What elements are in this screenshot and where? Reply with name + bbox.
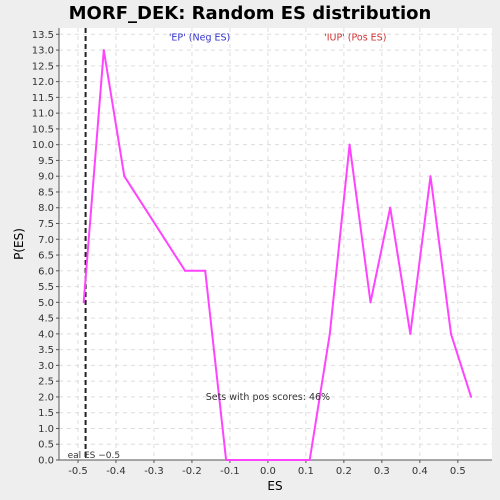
- y-tick-label: 3.5: [38, 345, 54, 356]
- y-tick-label: 10.0: [32, 140, 54, 151]
- chart-annotation: Sets with pos scores: 46%: [206, 392, 330, 403]
- grid: [59, 28, 492, 461]
- y-tick-label: 0.0: [38, 456, 54, 467]
- x-axis-label: ES: [267, 479, 282, 493]
- real-es-label: eal ES −0.5: [68, 451, 121, 461]
- data-point: [204, 269, 207, 272]
- data-point: [82, 301, 85, 304]
- y-tick-label: 11.5: [32, 93, 54, 104]
- x-tick-label: 0.5: [450, 466, 466, 477]
- data-point: [184, 269, 187, 272]
- y-tick-label: 7.0: [38, 235, 54, 246]
- y-tick-label: 5.5: [38, 282, 54, 293]
- x-tick-label: 0.1: [298, 466, 314, 477]
- y-tick-label: 5.0: [38, 298, 54, 309]
- data-point: [328, 332, 331, 335]
- y-tick-label: 9.5: [38, 156, 54, 167]
- data-point: [225, 459, 228, 461]
- x-tick-label: -0.4: [106, 466, 126, 477]
- y-tick-label: 12.0: [32, 77, 54, 88]
- data-point: [429, 175, 432, 178]
- y-axis-label: P(ES): [12, 228, 26, 260]
- y-tick-label: 13.5: [32, 30, 54, 41]
- y-tick-label: 8.0: [38, 203, 54, 214]
- data-point: [369, 301, 372, 304]
- data-point: [348, 143, 351, 146]
- x-tick-label: 0.4: [412, 466, 428, 477]
- data-point: [470, 395, 473, 398]
- y-tick-label: 6.5: [38, 251, 54, 262]
- x-tick-label: -0.2: [182, 466, 202, 477]
- x-tick-label: 0.2: [336, 466, 352, 477]
- y-tick-label: 10.5: [32, 124, 54, 135]
- y-tick-label: 0.5: [38, 440, 54, 451]
- y-tick-label: 9.0: [38, 172, 54, 183]
- data-point: [123, 175, 126, 178]
- y-tick-label: 4.0: [38, 329, 54, 340]
- y-axis: 0.0 0.5 1.0 1.5 2.0 2.5 3.0 3.5 4.0 4.5 5.0 5.5 6.0 6…: [32, 28, 60, 467]
- y-tick-label: 7.5: [38, 219, 54, 230]
- x-tick-label: -0.3: [144, 466, 164, 477]
- x-tick-label: 0.3: [374, 466, 390, 477]
- y-tick-label: 3.0: [38, 361, 54, 372]
- y-tick-label: 11.0: [32, 109, 54, 120]
- annotations: 'EP' (Neg ES) 'IUP' (Pos ES) Sets with pos…: [169, 33, 387, 403]
- y-tick-label: 4.5: [38, 314, 54, 325]
- y-tick-label: 13.0: [32, 46, 54, 57]
- chart-marks: eal ES −0.5: [68, 28, 473, 461]
- data-point: [389, 206, 392, 209]
- y-tick-label: 1.5: [38, 408, 54, 419]
- chart-annotation: 'EP' (Neg ES): [169, 33, 230, 44]
- data-point: [409, 332, 412, 335]
- data-point: [449, 332, 452, 335]
- y-tick-label: 2.5: [38, 377, 54, 388]
- y-tick-label: 8.5: [38, 187, 54, 198]
- x-tick-label: -0.1: [220, 466, 240, 477]
- data-point: [308, 459, 311, 461]
- y-tick-label: 2.0: [38, 392, 54, 403]
- chart-annotation: 'IUP' (Pos ES): [324, 33, 386, 44]
- data-point: [102, 49, 105, 52]
- x-tick-label: 0.0: [260, 466, 276, 477]
- x-tick-label: -0.5: [68, 466, 88, 477]
- y-tick-label: 1.0: [38, 424, 54, 435]
- y-tick-label: 6.0: [38, 266, 54, 277]
- chart-title: MORF_DEK: Random ES distribution: [69, 3, 432, 24]
- y-tick-label: 12.5: [32, 61, 54, 72]
